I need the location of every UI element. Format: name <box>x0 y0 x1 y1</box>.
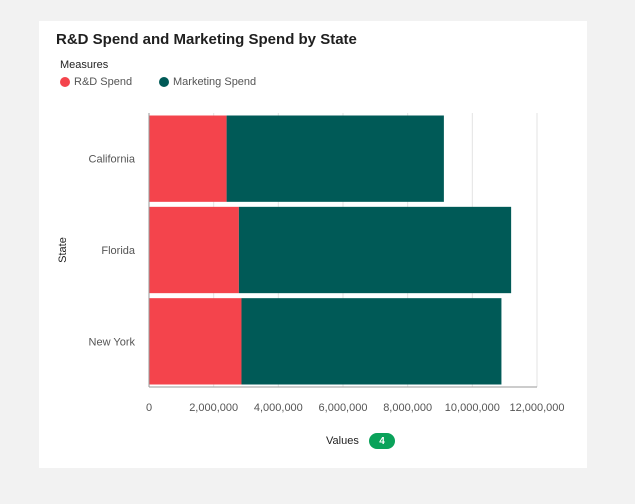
y-tick-label: Florida <box>101 245 136 257</box>
bar-marketing-spend-florida[interactable] <box>238 206 512 294</box>
x-tick-label: 0 <box>146 402 152 414</box>
chart-title: R&D Spend and Marketing Spend by State <box>56 31 357 48</box>
y-axis-title: State <box>57 237 69 263</box>
bar-marketing-spend-new-york[interactable] <box>241 298 502 385</box>
chart-card: R&D Spend and Marketing Spend by State M… <box>39 21 587 468</box>
bar-marketing-spend-california[interactable] <box>226 115 444 202</box>
y-tick-label: New York <box>89 336 136 348</box>
x-tick-label: 8,000,000 <box>383 402 432 414</box>
legend-title: Measures <box>60 59 109 71</box>
legend-item-marketing-spend[interactable]: Marketing Spend <box>159 76 256 88</box>
x-tick-label: 12,000,000 <box>509 402 564 414</box>
bar-chart: California Florida New York 0 2,000,000 4,000… <box>57 113 565 414</box>
legend-label-marketing-spend: Marketing Spend <box>173 76 257 88</box>
x-tick-label: 10,000,000 <box>445 402 500 414</box>
legend-swatch-rd-spend <box>60 77 70 87</box>
x-tick-label: 2,000,000 <box>189 402 238 414</box>
x-tick-label: 6,000,000 <box>319 402 368 414</box>
y-tick-label: California <box>89 154 136 166</box>
values-count-badge[interactable]: 4 <box>369 433 395 449</box>
legend-item-rd-spend[interactable]: R&D Spend <box>60 76 132 88</box>
x-tick-label: 4,000,000 <box>254 402 303 414</box>
bar-rd-spend-california[interactable] <box>149 115 227 202</box>
legend-swatch-marketing-spend <box>159 77 169 87</box>
legend-label-rd-spend: R&D Spend <box>74 76 133 88</box>
bar-rd-spend-florida[interactable] <box>149 206 239 294</box>
bar-rd-spend-new-york[interactable] <box>149 298 242 385</box>
values-label: Values <box>326 435 359 447</box>
